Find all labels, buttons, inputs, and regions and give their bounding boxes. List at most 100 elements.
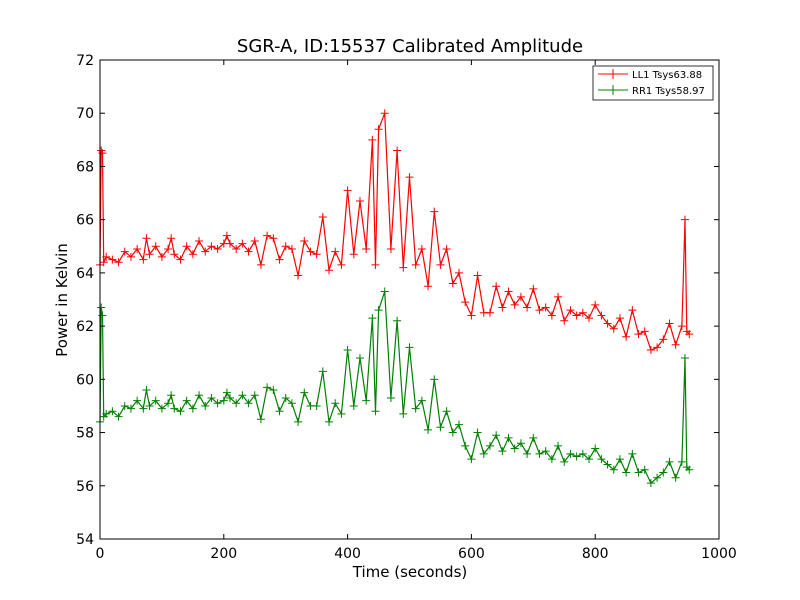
data-point [467, 455, 476, 464]
data-point [622, 468, 631, 477]
data-point [151, 396, 160, 405]
data-point [287, 399, 296, 408]
data-point [640, 465, 649, 474]
data-point [371, 260, 380, 269]
data-point [554, 441, 563, 450]
data-point [442, 407, 451, 416]
data-point [325, 266, 334, 275]
legend-entry-rr1: RR1 Tsys58.97 [598, 85, 705, 97]
data-point [405, 173, 414, 182]
data-point [232, 244, 241, 253]
data-point [430, 375, 439, 384]
data-point [99, 258, 108, 267]
data-point [399, 409, 408, 418]
chart-title: SGR-A, ID:15537 Calibrated Amplitude [237, 36, 583, 57]
data-point [232, 399, 241, 408]
data-point [331, 399, 340, 408]
data-point [225, 239, 234, 248]
data-point [615, 314, 624, 323]
data-point [294, 417, 303, 426]
data-point [504, 287, 513, 296]
data-point [176, 407, 185, 416]
data-point [238, 391, 247, 400]
data-point [560, 457, 569, 466]
data-point [461, 298, 470, 307]
x-tick-label: 800 [582, 546, 609, 562]
data-point [102, 409, 111, 418]
data-point [498, 447, 507, 456]
data-point [256, 415, 265, 424]
data-point [510, 300, 519, 309]
y-axis-title: Power in Kelvin [53, 243, 71, 357]
data-point [281, 393, 290, 402]
data-point [597, 311, 606, 320]
data-point [566, 449, 575, 458]
data-point [362, 396, 371, 405]
data-point [399, 263, 408, 272]
x-tick-label: 0 [96, 546, 105, 562]
data-point [145, 401, 154, 410]
data-point [535, 306, 544, 315]
data-point [368, 314, 377, 323]
data-point [634, 330, 643, 339]
data-point [424, 282, 433, 291]
data-point [256, 260, 265, 269]
data-point [374, 306, 383, 315]
data-point [287, 244, 296, 253]
y-tick-label: 64 [76, 266, 94, 282]
data-point [176, 255, 185, 264]
data-point [411, 260, 420, 269]
x-tick-label: 600 [458, 546, 485, 562]
data-point [393, 316, 402, 325]
data-point [114, 412, 123, 421]
data-point [355, 354, 364, 363]
data-point [529, 284, 538, 293]
y-tick-label: 68 [76, 159, 94, 175]
y-tick-label: 70 [76, 106, 94, 122]
data-point [578, 308, 587, 317]
data-point [386, 393, 395, 402]
data-point [653, 343, 662, 352]
x-tick-label: 400 [334, 546, 361, 562]
data-point [312, 401, 321, 410]
data-point [417, 396, 426, 405]
data-point [108, 407, 117, 416]
data-point [455, 420, 464, 429]
data-point [665, 319, 674, 328]
data-point [195, 391, 204, 400]
data-point [182, 396, 191, 405]
y-tick-label: 66 [76, 213, 94, 229]
data-point [547, 455, 556, 464]
data-point [572, 311, 581, 320]
data-point [680, 354, 689, 363]
data-point [424, 425, 433, 434]
data-point [541, 303, 550, 312]
data-point [263, 383, 272, 392]
data-point [244, 247, 253, 256]
data-point [294, 271, 303, 280]
legend-entry-ll1: LL1 Tsys63.88 [598, 69, 702, 81]
data-point [238, 239, 247, 248]
y-tick-label: 60 [76, 372, 94, 388]
y-tick-label: 62 [76, 319, 94, 335]
data-point [436, 260, 445, 269]
data-point [504, 433, 513, 442]
data-point [467, 311, 476, 320]
data-point [182, 242, 191, 251]
data-point [640, 327, 649, 336]
data-point [269, 234, 278, 243]
data-point [529, 433, 538, 442]
data-point [473, 271, 482, 280]
data-point [120, 247, 129, 256]
data-point [371, 407, 380, 416]
data-point [448, 428, 457, 437]
data-point [677, 322, 686, 331]
data-point [97, 303, 106, 312]
data-point [510, 444, 519, 453]
x-tick-label: 1000 [701, 546, 737, 562]
data-point [492, 431, 501, 440]
data-point [380, 287, 389, 296]
data-point [225, 393, 234, 402]
data-point [281, 242, 290, 251]
